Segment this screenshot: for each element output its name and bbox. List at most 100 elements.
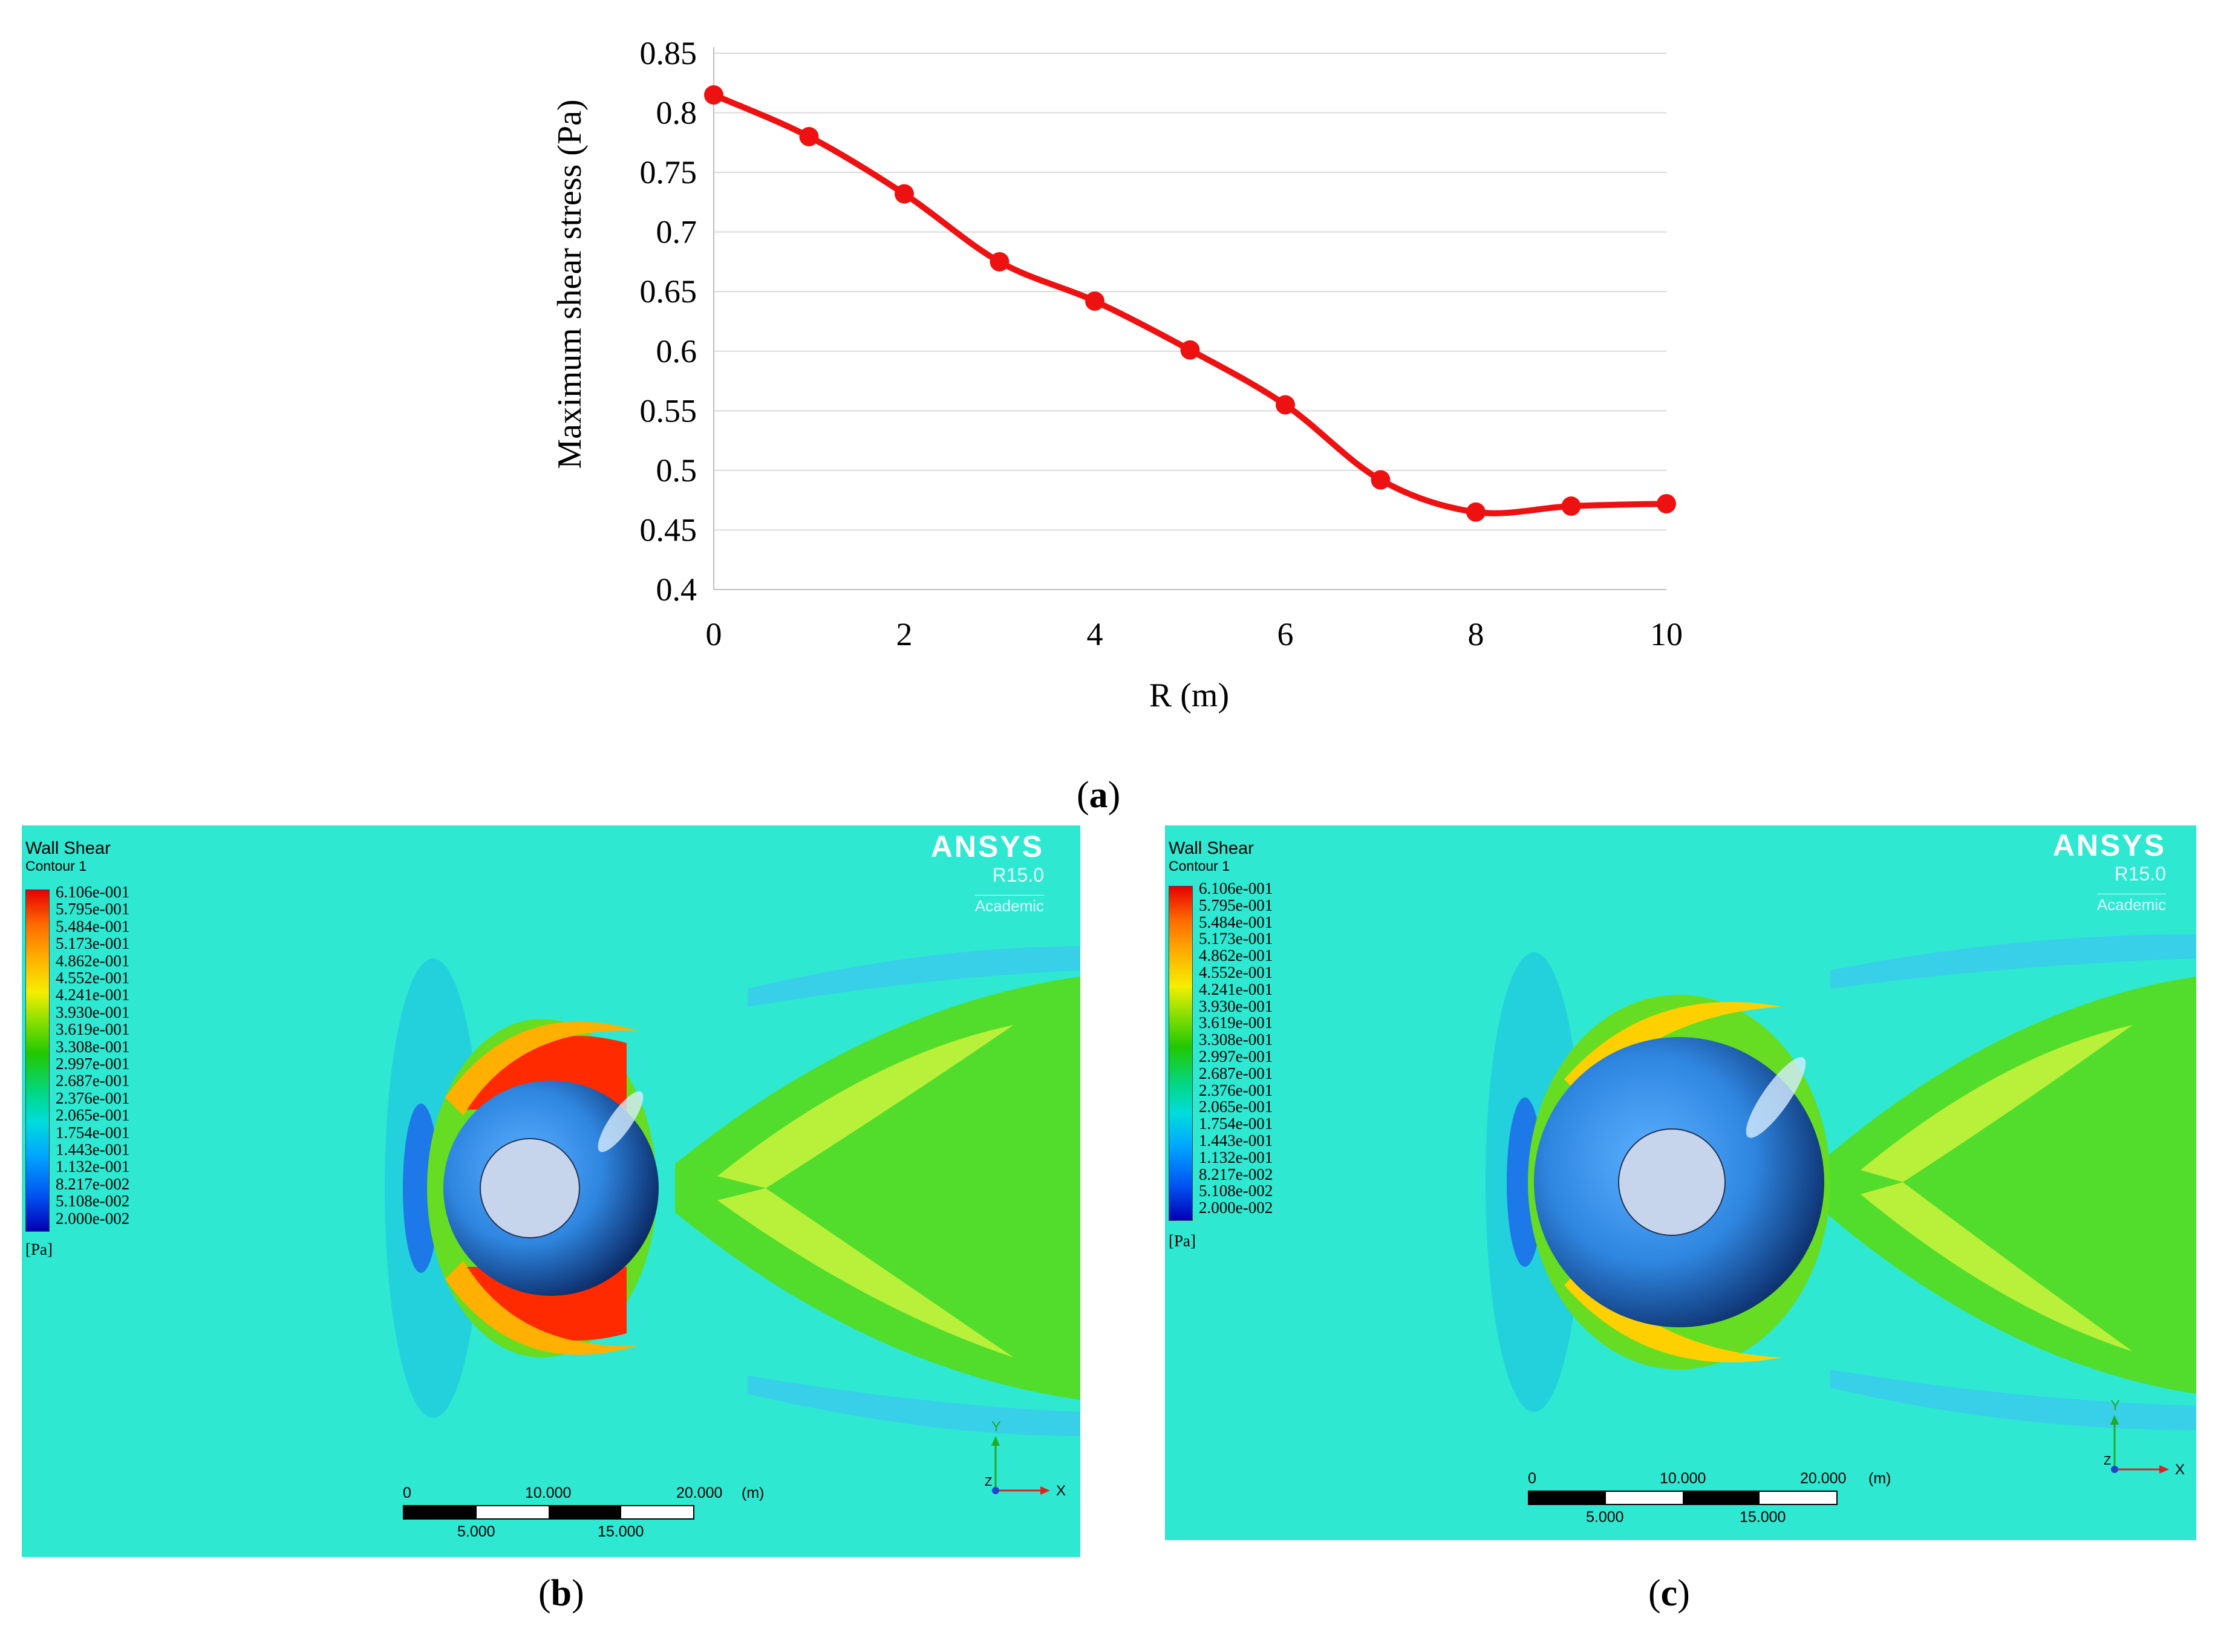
brand-edition: Academic xyxy=(2096,894,2166,914)
scale-label-20: 20.000 xyxy=(676,1485,723,1501)
legend-value: 3.619e-001 xyxy=(1199,1013,1273,1032)
series-points xyxy=(704,85,1676,522)
legend-value: 3.308e-001 xyxy=(56,1037,130,1056)
upper-streak xyxy=(1830,934,2196,989)
scale-label-20: 20.000 xyxy=(1800,1470,1847,1487)
lower-streak xyxy=(1830,1370,2196,1430)
legend-value: 8.217e-002 xyxy=(1199,1165,1273,1183)
upstream-stagnation xyxy=(403,1104,439,1273)
legend-value: 5.108e-002 xyxy=(1199,1182,1273,1200)
scale-segment xyxy=(549,1506,621,1518)
data-point xyxy=(1180,340,1200,360)
lower-streak xyxy=(748,1376,1080,1436)
x-tick-label: 4 xyxy=(1087,616,1103,652)
scale-segment xyxy=(404,1506,477,1518)
axis-z-label: Z xyxy=(2104,1454,2111,1468)
data-point xyxy=(1561,496,1581,516)
max-shear-stress-chart: 0.4 0.45 0.5 0.55 0.6 0.65 0.7 0.75 0.8 0.85 0 2 4 6… xyxy=(551,35,1683,714)
data-point xyxy=(1466,502,1486,522)
sphere-core xyxy=(480,1138,580,1238)
legend-value: 4.241e-001 xyxy=(1199,980,1273,998)
scale-label-15: 15.000 xyxy=(598,1523,644,1540)
data-point xyxy=(1085,291,1104,311)
grid-lines xyxy=(714,53,1666,531)
legend-unit: [Pa] xyxy=(25,1240,53,1258)
legend-value: 6.106e-001 xyxy=(56,883,130,901)
legend-value: 2.687e-001 xyxy=(1199,1064,1273,1082)
sphere-highlight xyxy=(598,1091,644,1153)
legend-value: 2.065e-001 xyxy=(1199,1098,1273,1116)
legend-value: 5.108e-002 xyxy=(56,1192,130,1211)
y-tick-label: 0.75 xyxy=(640,154,697,190)
scale-bar: 0 10.000 20.000 (m) 5.000 15.000 xyxy=(403,1485,778,1545)
axis-y-label: Y xyxy=(2110,1397,2120,1414)
data-point xyxy=(1657,494,1676,514)
x-tick-label: 0 xyxy=(706,616,722,652)
legend-value: 2.997e-001 xyxy=(56,1055,130,1073)
data-point xyxy=(990,252,1010,272)
wake-region xyxy=(1818,977,2196,1394)
brand-release: R15.0 xyxy=(2114,863,2166,885)
shear-band-upper xyxy=(445,1021,639,1116)
legend-subtitle: Contour 1 xyxy=(1169,858,1230,874)
y-tick-labels: 0.4 0.45 0.5 0.55 0.6 0.65 0.7 0.75 0.8 0.85 xyxy=(640,35,697,608)
y-tick-label: 0.85 xyxy=(640,35,697,71)
brand-edition: Academic xyxy=(974,895,1044,915)
legend-value: 5.484e-001 xyxy=(1199,912,1273,931)
panel-label-c: (c) xyxy=(1648,1573,1690,1614)
brand-name: ANSYS xyxy=(930,830,1044,863)
wake-lower-lobe xyxy=(1861,1182,2133,1351)
data-point xyxy=(1371,470,1391,490)
x-axis-title: R (m) xyxy=(1149,677,1229,714)
axes xyxy=(713,47,1666,590)
axis-z-label: Z xyxy=(985,1475,992,1489)
y-tick-label: 0.65 xyxy=(640,273,697,310)
data-point xyxy=(895,184,914,204)
y-tick-label: 0.4 xyxy=(656,571,697,608)
shear-band-lower xyxy=(445,1261,639,1355)
x-tick-labels: 0 2 4 6 8 10 xyxy=(706,616,1683,652)
x-tick-label: 2 xyxy=(896,616,913,652)
axis-y-label: Y xyxy=(991,1419,1001,1435)
y-tick-label: 0.5 xyxy=(656,452,697,489)
scale-bar-graphic xyxy=(403,1505,694,1520)
legend-colorbar xyxy=(1169,886,1193,1221)
legend-colorbar xyxy=(25,889,50,1232)
scale-bar: 0 10.000 20.000 (m) 5.000 15.000 xyxy=(1528,1470,1903,1530)
x-tick-label: 8 xyxy=(1468,616,1484,652)
panel-label-a: (a) xyxy=(1077,775,1121,816)
data-point xyxy=(799,126,819,146)
legend-value: 1.132e-001 xyxy=(1199,1148,1273,1166)
legend-value: 4.862e-001 xyxy=(1199,946,1273,965)
legend-value: 4.862e-001 xyxy=(56,951,130,970)
panel-label-b: (b) xyxy=(538,1573,584,1614)
legend-unit: [Pa] xyxy=(1169,1232,1196,1250)
scale-label-5: 5.000 xyxy=(1586,1509,1624,1526)
series-line-path xyxy=(712,92,1667,516)
legend-title: Wall Shear xyxy=(25,839,111,858)
legend-value: 8.217e-002 xyxy=(56,1174,130,1193)
x-tick-label: 10 xyxy=(1650,616,1683,652)
data-point xyxy=(1276,395,1295,415)
sphere-core xyxy=(1618,1128,1726,1236)
legend-value: 1.754e-001 xyxy=(56,1123,130,1142)
legend-value: 2.065e-001 xyxy=(56,1106,130,1125)
legend-value: 4.241e-001 xyxy=(56,986,130,1004)
axis-triad: Y X Z xyxy=(2104,1397,2185,1478)
wake-upper-lobe xyxy=(1861,1025,2133,1182)
wake-region xyxy=(675,977,1080,1400)
legend-value: 1.132e-001 xyxy=(56,1157,130,1176)
series-line xyxy=(712,92,1667,516)
legend-value: 5.173e-001 xyxy=(56,934,130,953)
scale-segment xyxy=(1683,1492,1760,1504)
contour-panel-b: Wall Shear Contour 1 6.106e-001 5.795e-00… xyxy=(22,825,1080,1557)
legend-value: 3.308e-001 xyxy=(1199,1030,1273,1049)
y-tick-label: 0.55 xyxy=(640,392,697,429)
y-tick-label: 0.8 xyxy=(656,95,697,131)
x-tick-label: 6 xyxy=(1277,616,1294,652)
scale-segment xyxy=(1529,1492,1606,1504)
scale-label-0: 0 xyxy=(1528,1470,1536,1487)
legend-value: 2.687e-001 xyxy=(56,1072,130,1090)
legend-title: Wall Shear xyxy=(1169,839,1254,858)
scale-unit: (m) xyxy=(1868,1470,1891,1487)
